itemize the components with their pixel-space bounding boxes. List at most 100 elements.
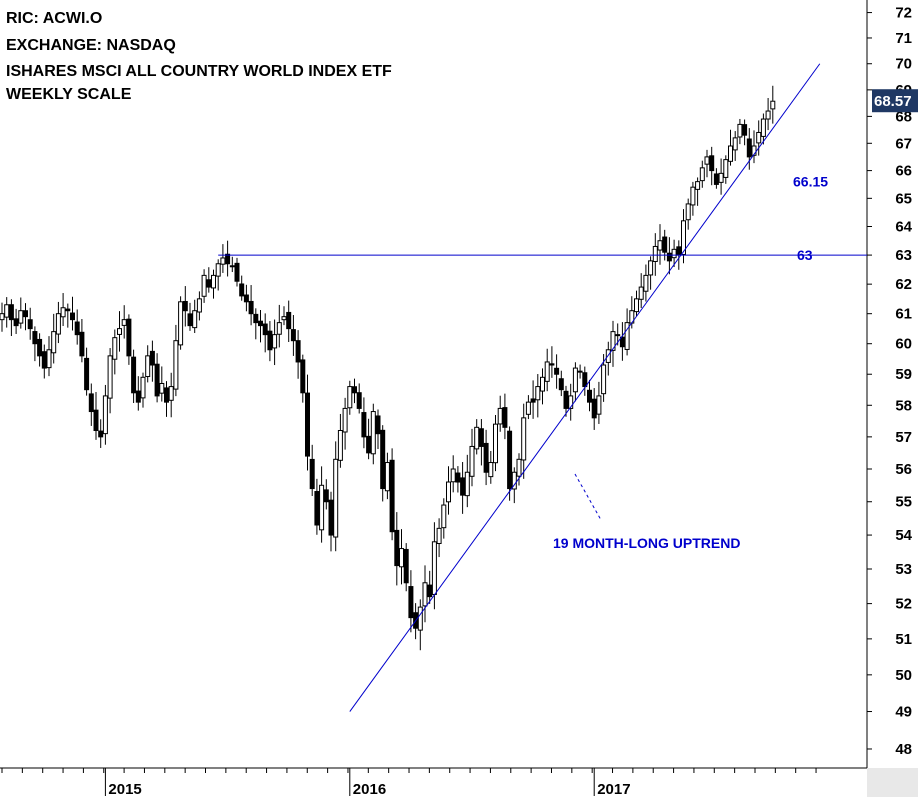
candle-body: [657, 240, 663, 251]
candle-body: [248, 300, 254, 315]
candle-body: [211, 274, 216, 289]
annotation-uptrend: 19 MONTH-LONG UPTREND: [553, 535, 740, 551]
candle-body: [154, 363, 160, 397]
candle-body: [126, 318, 132, 357]
candle-body: [18, 310, 24, 324]
y-tick-label: 66: [895, 163, 912, 180]
candle-body: [723, 159, 729, 178]
candle-body: [370, 411, 376, 455]
chart-title-name: ISHARES MSCI ALL COUNTRY WORLD INDEX ETF: [6, 63, 392, 80]
candle-body: [474, 426, 480, 450]
candle-body: [375, 415, 381, 435]
candle-body: [164, 387, 169, 403]
y-tick-label: 54: [895, 527, 912, 544]
candle-body: [356, 392, 362, 409]
candle-body: [93, 409, 99, 432]
candle-body: [619, 336, 625, 348]
y-tick-label: 64: [895, 218, 912, 235]
candle-body: [60, 307, 66, 318]
candle-body: [98, 430, 104, 438]
candle-body: [591, 398, 597, 419]
candle-body: [168, 386, 174, 401]
candle-body: [746, 138, 752, 158]
candle-body: [427, 584, 433, 598]
y-tick-label: 56: [895, 461, 912, 478]
candle-body: [408, 586, 414, 619]
candle-body: [328, 499, 334, 536]
candle-body: [234, 262, 240, 282]
candle-body: [535, 386, 541, 401]
candle-body: [422, 582, 428, 607]
chart-title-ric: RIC: ACWI.O: [6, 10, 103, 27]
candle-body: [323, 489, 329, 503]
candle-body: [648, 260, 654, 276]
chart-title-scale: WEEKLY SCALE: [6, 86, 132, 103]
candle-body: [145, 355, 151, 378]
candle-body: [558, 378, 564, 391]
candle-body: [159, 382, 165, 394]
candle-body: [4, 304, 10, 318]
candle-body: [70, 312, 75, 321]
y-tick-label: 61: [895, 306, 912, 323]
candle-body: [742, 124, 748, 136]
candle-body: [309, 458, 315, 490]
candle-body: [178, 301, 184, 346]
candle-body: [267, 330, 273, 351]
candles-group: [0, 85, 776, 651]
candle-body: [394, 529, 400, 567]
candle-body: [135, 390, 141, 403]
candle-body: [0, 313, 5, 321]
candle-body: [262, 323, 268, 336]
candle-body: [756, 131, 762, 144]
candle-body: [699, 167, 705, 182]
candle-body: [187, 313, 193, 327]
y-tick-label: 65: [895, 190, 912, 207]
y-tick-label: 58: [895, 397, 912, 414]
candle-body: [709, 155, 715, 172]
candle-body: [469, 445, 475, 477]
candle-body: [403, 548, 409, 584]
candle-body: [366, 435, 372, 454]
candle-body: [272, 334, 278, 349]
candle-body: [737, 123, 743, 138]
x-axis-ticks: 2015 2016 2017: [1, 768, 817, 797]
candle-body: [760, 118, 766, 137]
candle-body: [718, 172, 724, 183]
annotation-66-15: 66.15: [793, 173, 828, 189]
candle-body: [601, 364, 607, 395]
y-tick-label: 48: [895, 741, 912, 758]
candle-body: [662, 236, 668, 253]
overlay-lines: 66.15 63 19 MONTH-LONG UPTREND 68.57: [218, 63, 918, 712]
candle-body: [107, 355, 113, 399]
candle-body: [624, 322, 630, 350]
candle-body: [582, 372, 588, 388]
candle-body: [300, 359, 306, 394]
y-tick-label: 60: [895, 336, 912, 353]
uptrend-line: [349, 63, 821, 712]
candle-body: [704, 156, 710, 165]
candle-body: [182, 300, 188, 312]
last-price-tag: [872, 89, 918, 113]
y-tick-label: 59: [895, 366, 912, 383]
candle-body: [281, 316, 287, 321]
candle-body: [206, 279, 212, 288]
candle-body: [305, 392, 310, 457]
candle-body: [352, 386, 357, 394]
candle-body: [215, 263, 221, 277]
candle-body: [638, 286, 644, 300]
candle-body: [525, 401, 531, 415]
candle-body: [102, 395, 108, 435]
candle-body: [79, 331, 85, 357]
candle-body: [239, 283, 245, 297]
candle-body: [652, 245, 658, 262]
y-tick-label: 67: [895, 135, 912, 152]
candle-body: [290, 329, 296, 342]
candle-body: [615, 334, 621, 337]
candle-body: [431, 541, 437, 595]
candle-body: [483, 442, 489, 473]
candle-body: [88, 393, 94, 413]
candle-body: [333, 458, 339, 538]
y-tick-label: 49: [895, 704, 912, 721]
candle-body: [295, 340, 301, 363]
